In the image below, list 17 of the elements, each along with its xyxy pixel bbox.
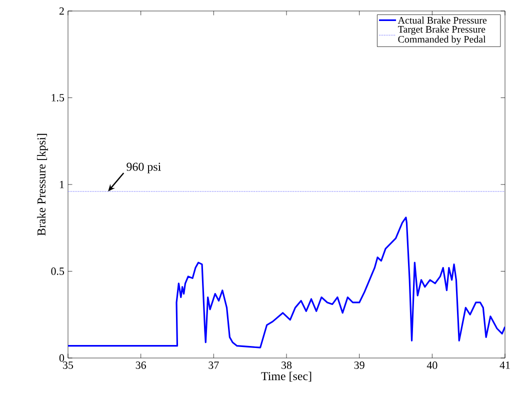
annotation: 960 psi — [126, 162, 161, 174]
y-axis-title: Brake Pressure [kpsi] — [37, 134, 48, 236]
x-tick-label: 35 — [63, 362, 74, 369]
x-tick-label: 41 — [500, 362, 510, 369]
x-tick-label: 39 — [354, 362, 364, 369]
y-tick-label: 0 — [59, 354, 64, 362]
x-tick-label: 37 — [208, 362, 219, 369]
x-tick-label: 36 — [136, 362, 146, 369]
x-tick-label: 40 — [426, 362, 438, 369]
y-tick-label: 0.5 — [51, 268, 64, 275]
y-tick-label: 2 — [59, 7, 64, 15]
legend-label: Target Brake Pressure Commanded by Pedal — [398, 26, 486, 45]
x-axis-title: Time [sec] — [261, 372, 312, 382]
y-tick-label: 1 — [60, 180, 64, 188]
y-tick-label: 1.5 — [52, 94, 64, 102]
legend-label: Actual Brake Pressure — [398, 16, 487, 24]
x-tick-label: 38 — [282, 362, 292, 369]
